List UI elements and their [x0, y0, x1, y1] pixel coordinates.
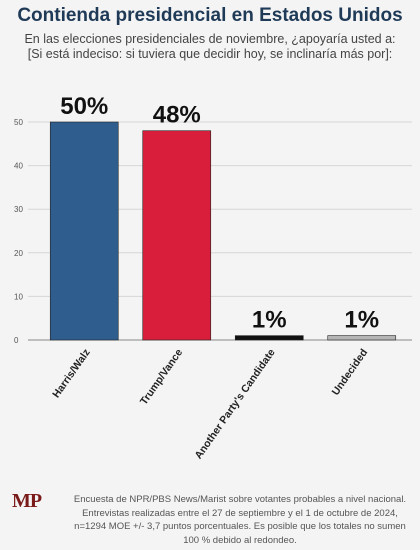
chart-title: Contienda presidencial en Estados Unidos [17, 5, 403, 26]
data-label-trump-vance: 48% [153, 102, 201, 129]
y-tick-label-40: 40 [14, 162, 23, 171]
chart-subtitle: En las elecciones presidenciales de novi… [24, 32, 396, 61]
bar-another-party-s-candidate [234, 335, 304, 341]
category-label-another-party-s-candidate: Another Party's Candidate [192, 347, 277, 462]
source-note: Encuesta de NPR/PBS News/Marist sobre vo… [73, 494, 407, 546]
data-label-another-party-s-candidate: 1% [252, 307, 287, 334]
category-label-undecided: Undecided [330, 347, 371, 398]
bar-harris-walz [49, 121, 119, 341]
category-label-harris-walz: Harris/Walz [50, 347, 92, 400]
bar-undecided [327, 335, 397, 341]
data-label-harris-walz: 50% [60, 93, 108, 120]
bar-chart: 0 10 20 30 40 50 50% Harris/Walz 48% Trump/Vance 1… [14, 93, 412, 462]
bar-trump-vance [142, 130, 212, 341]
y-tick-label-10: 10 [14, 292, 23, 301]
y-tick-label-20: 20 [14, 249, 23, 258]
y-tick-label-30: 30 [14, 205, 23, 214]
category-label-trump-vance: Trump/Vance [138, 347, 185, 408]
y-tick-label-0: 0 [14, 336, 19, 345]
data-label-undecided: 1% [344, 307, 379, 334]
mp-logo: MP [12, 490, 42, 512]
y-tick-label-50: 50 [14, 118, 23, 127]
